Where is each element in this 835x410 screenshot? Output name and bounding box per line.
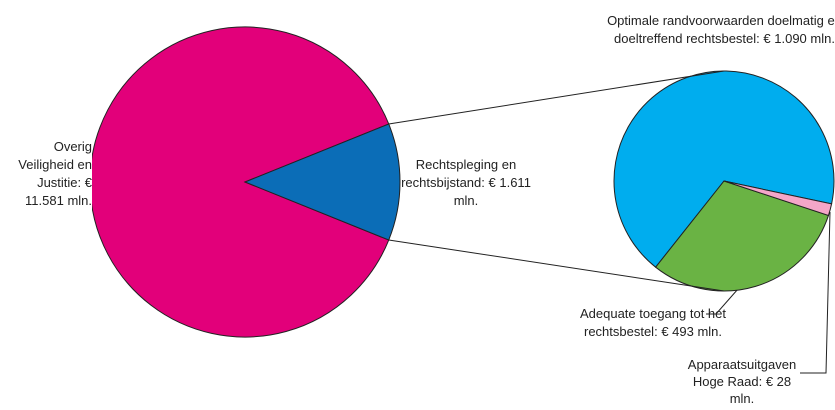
value-label: € 1.090 mln. (763, 31, 835, 46)
value-label: € 11.581 mln. (25, 175, 92, 208)
slice-label: Optimale randvoorwaarden doelmatig en do… (607, 12, 835, 48)
pie-slice (243, 123, 401, 241)
connector-line (388, 239, 725, 292)
category-label: Adequate toegang tot het rechtsbestel: (579, 306, 726, 339)
pie-slice (613, 70, 835, 268)
connector-line (388, 70, 725, 125)
slice-label: Overig Veiligheid en Justitie: € 11.581 … (2, 138, 92, 210)
value-label: € 28 mln. (729, 374, 792, 406)
value-label: € 1.611 mln. (453, 175, 531, 208)
category-label: Overig Veiligheid en Justitie: (18, 139, 92, 190)
leader-line (706, 288, 739, 315)
slice-label: Rechtspleging en rechtsbijstand: € 1.611… (396, 156, 536, 210)
category-label: Optimale randvoorwaarden doelmatig en do… (607, 13, 835, 46)
category-label: Rechtspleging en rechtsbijstand: (401, 157, 517, 190)
category-label: Apparaatsuitgaven Hoge Raad: (687, 357, 797, 389)
pie-slice (654, 180, 830, 292)
slice-label: Apparaatsuitgaven Hoge Raad: € 28 mln. (680, 356, 804, 407)
leader-line (800, 211, 831, 374)
slice-label: Adequate toegang tot het rechtsbestel: €… (573, 305, 733, 341)
pie-slice (723, 180, 833, 217)
value-label: € 493 mln. (661, 324, 723, 339)
